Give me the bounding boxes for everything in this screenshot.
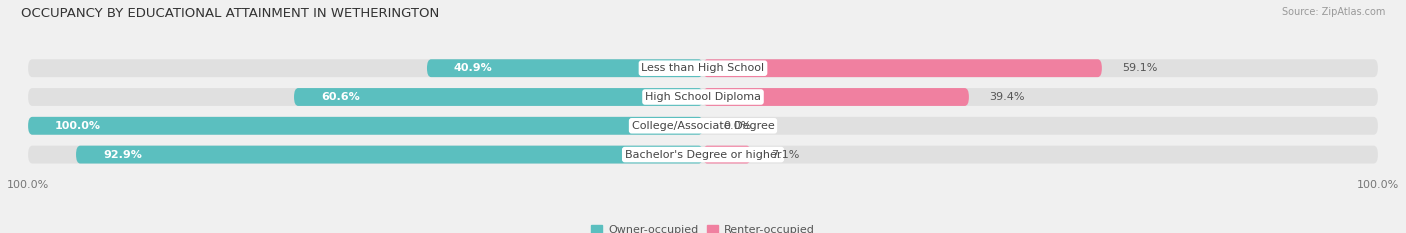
Text: Bachelor's Degree or higher: Bachelor's Degree or higher	[624, 150, 782, 160]
FancyBboxPatch shape	[76, 146, 703, 164]
Text: College/Associate Degree: College/Associate Degree	[631, 121, 775, 131]
Text: 7.1%: 7.1%	[770, 150, 800, 160]
Text: 100.0%: 100.0%	[55, 121, 101, 131]
FancyBboxPatch shape	[294, 88, 703, 106]
Text: OCCUPANCY BY EDUCATIONAL ATTAINMENT IN WETHERINGTON: OCCUPANCY BY EDUCATIONAL ATTAINMENT IN W…	[21, 7, 439, 20]
Text: Source: ZipAtlas.com: Source: ZipAtlas.com	[1281, 7, 1385, 17]
FancyBboxPatch shape	[703, 59, 1102, 77]
Text: Less than High School: Less than High School	[641, 63, 765, 73]
Text: 0.0%: 0.0%	[723, 121, 751, 131]
FancyBboxPatch shape	[28, 117, 1378, 135]
Text: High School Diploma: High School Diploma	[645, 92, 761, 102]
Legend: Owner-occupied, Renter-occupied: Owner-occupied, Renter-occupied	[586, 220, 820, 233]
Text: 59.1%: 59.1%	[1122, 63, 1157, 73]
FancyBboxPatch shape	[28, 117, 703, 135]
Text: 92.9%: 92.9%	[103, 150, 142, 160]
FancyBboxPatch shape	[28, 59, 1378, 77]
Text: 40.9%: 40.9%	[454, 63, 492, 73]
FancyBboxPatch shape	[703, 88, 969, 106]
FancyBboxPatch shape	[28, 88, 1378, 106]
FancyBboxPatch shape	[703, 146, 751, 164]
FancyBboxPatch shape	[427, 59, 703, 77]
Text: 60.6%: 60.6%	[321, 92, 360, 102]
Text: 39.4%: 39.4%	[990, 92, 1025, 102]
FancyBboxPatch shape	[28, 146, 1378, 164]
